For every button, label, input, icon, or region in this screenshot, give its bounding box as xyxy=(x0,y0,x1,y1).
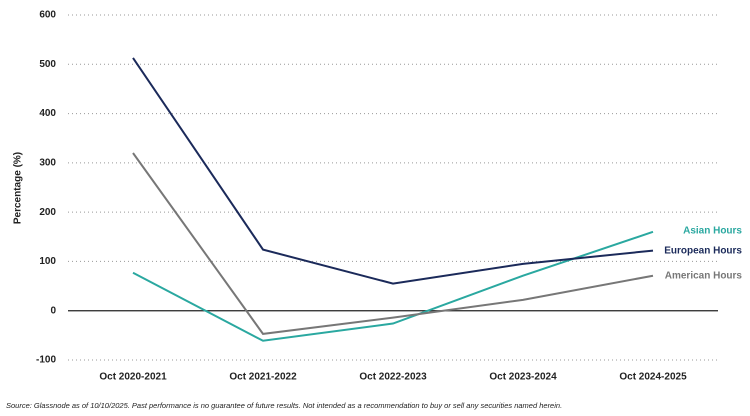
line xyxy=(132,57,654,285)
line xyxy=(132,152,654,335)
legend-label: Asian Hours xyxy=(683,226,742,237)
y-tick-label: 0 xyxy=(50,305,56,316)
y-tick-label: 300 xyxy=(39,157,56,168)
x-tick-label: Oct 2024-2025 xyxy=(619,372,687,383)
x-tick-label: Oct 2020-2021 xyxy=(99,372,167,383)
y-tick-label: 600 xyxy=(39,10,56,21)
legend-label: American Hours xyxy=(665,271,743,282)
x-tick-label: Oct 2023-2024 xyxy=(489,372,557,383)
x-tick-label: Oct 2022-2023 xyxy=(359,372,427,383)
line xyxy=(132,230,654,342)
y-axis-label: Percentage (%) xyxy=(13,152,24,224)
y-tick-label: 100 xyxy=(39,256,56,267)
y-tick-label: 200 xyxy=(39,207,56,218)
y-tick-label: -100 xyxy=(36,355,56,366)
y-tick-label: 500 xyxy=(39,59,56,70)
x-tick-label: Oct 2021-2022 xyxy=(229,372,297,383)
legend-label: European Hours xyxy=(664,246,742,257)
y-tick-label: 400 xyxy=(39,108,56,119)
source-note: Source: Glassnode as of 10/10/2025. Past… xyxy=(6,401,562,410)
